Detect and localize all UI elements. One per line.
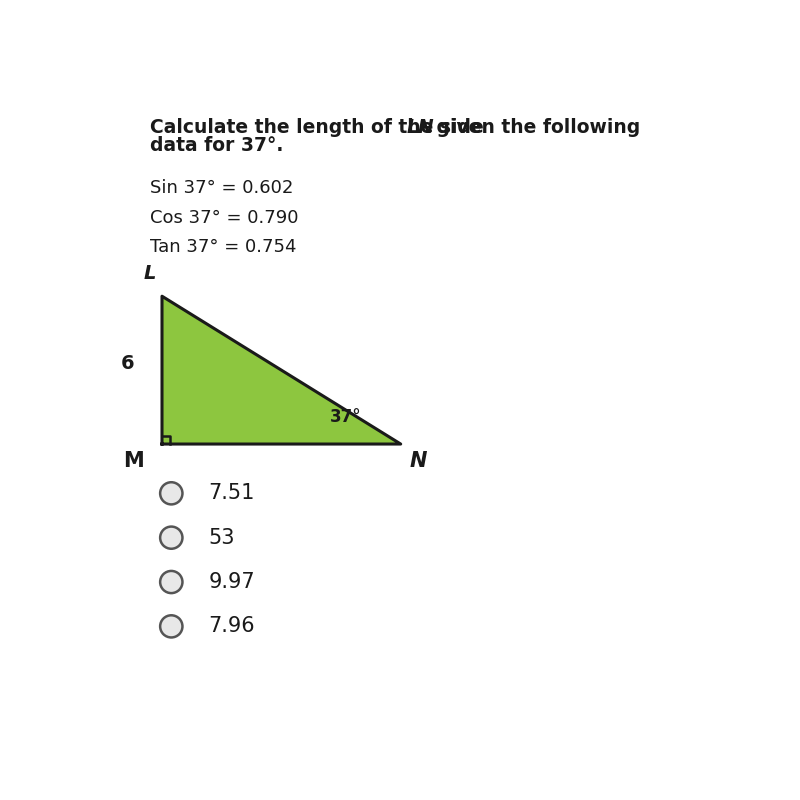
Text: 7.51: 7.51 xyxy=(209,483,255,503)
Text: 9.97: 9.97 xyxy=(209,572,255,592)
Text: Cos 37° = 0.790: Cos 37° = 0.790 xyxy=(150,209,298,226)
Circle shape xyxy=(160,482,182,505)
Text: data for 37°.: data for 37°. xyxy=(150,136,283,155)
Text: N: N xyxy=(410,451,427,471)
Text: Sin 37° = 0.602: Sin 37° = 0.602 xyxy=(150,179,293,197)
Circle shape xyxy=(160,615,182,638)
Text: 53: 53 xyxy=(209,528,235,548)
Text: 6: 6 xyxy=(121,354,134,374)
Text: Calculate the length of the side: Calculate the length of the side xyxy=(150,118,490,137)
Text: M: M xyxy=(122,451,143,471)
Text: LN: LN xyxy=(407,118,434,137)
Text: 7.96: 7.96 xyxy=(209,616,255,636)
Text: 37°: 37° xyxy=(330,407,361,426)
Text: given the following: given the following xyxy=(430,118,641,137)
Circle shape xyxy=(160,571,182,593)
Polygon shape xyxy=(162,296,401,444)
Text: L: L xyxy=(143,264,156,282)
Text: Tan 37° = 0.754: Tan 37° = 0.754 xyxy=(150,238,296,256)
Circle shape xyxy=(160,526,182,549)
